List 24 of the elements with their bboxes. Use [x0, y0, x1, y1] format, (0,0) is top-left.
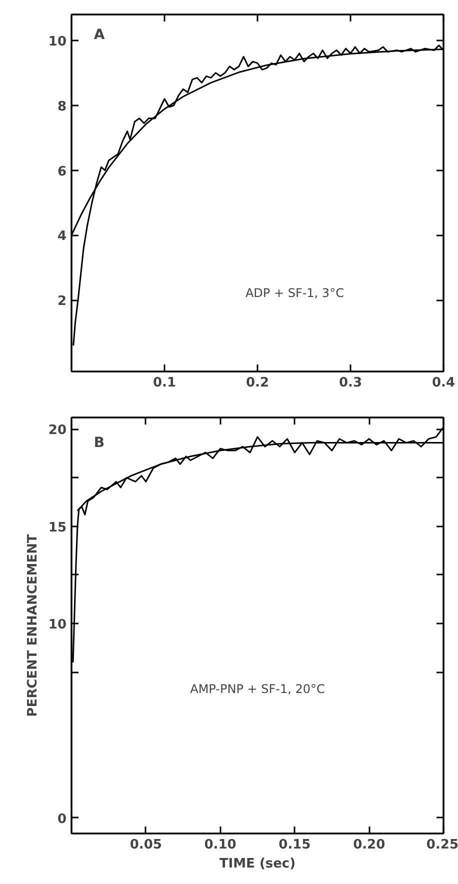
annotation: ADP + SF-1, 3°C	[245, 286, 344, 300]
y-tick-label: 2	[57, 294, 66, 310]
x-tick-label: 0.25	[426, 838, 458, 852]
y-tick-label: 20	[48, 423, 67, 438]
x-axis-title: TIME (sec)	[219, 856, 296, 872]
y-tick-label: 8	[57, 99, 66, 114]
x-tick-label: 0.4	[432, 376, 456, 390]
annotation: A	[94, 27, 105, 44]
x-tick-label: 0.1	[152, 376, 176, 390]
annotation: AMP-PNP + SF-1, 20°C	[190, 682, 325, 696]
y-axis-title: PERCENT ENHANCEMENT	[25, 534, 40, 717]
annotation: B	[94, 434, 104, 451]
x-tick-label: 0.2	[246, 376, 270, 390]
x-tick-label: 0.05	[130, 838, 162, 852]
y-tick-label: 4	[57, 229, 66, 244]
x-tick-label: 0.15	[278, 838, 311, 852]
y-tick-label: 0	[57, 812, 66, 827]
x-tick-label: 0.10	[204, 838, 236, 852]
y-tick-label: 10	[48, 618, 67, 633]
x-tick-label: 0.20	[353, 838, 386, 852]
y-tick-label: 10	[48, 34, 67, 50]
x-tick-label: 0.3	[338, 376, 362, 390]
y-tick-label: 6	[57, 164, 66, 180]
y-tick-label: 15	[48, 520, 67, 536]
